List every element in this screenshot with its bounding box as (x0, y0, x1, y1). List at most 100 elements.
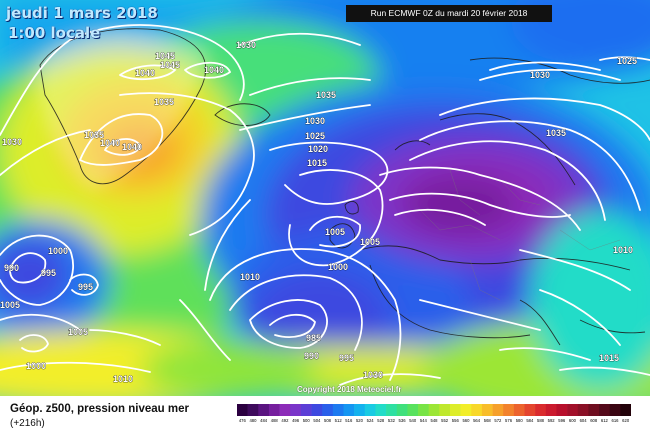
isobar-label: 1045 (155, 51, 175, 61)
isobar-label: 1040 (122, 142, 142, 152)
isobar-label: 995 (78, 282, 93, 292)
legend-label: 492 (281, 418, 289, 423)
legend-label: 520 (356, 418, 364, 423)
isobar-label: 1035 (154, 97, 174, 107)
legend-label: 516 (345, 418, 353, 423)
legend-swatch (620, 404, 631, 416)
isobar-label: 1020 (308, 144, 328, 154)
legend-label: 476 (239, 418, 247, 423)
legend-label: 600 (569, 418, 577, 423)
isobar-label: 1005 (0, 300, 20, 310)
legend-swatch (407, 404, 419, 416)
isobar-label: 1025 (617, 56, 637, 66)
isobar-label: 1005 (325, 227, 345, 237)
legend-swatch (481, 404, 493, 416)
landmass-shading (38, 28, 210, 190)
legend-swatch (322, 404, 334, 416)
legend-swatch (396, 404, 408, 416)
legend-label: 580 (516, 418, 524, 423)
isobar-label: 1015 (307, 158, 327, 168)
isobar-label: 1000 (328, 262, 348, 272)
legend-swatch (535, 404, 547, 416)
lead-time: (+216h) (10, 418, 45, 429)
coastlines (39, 28, 650, 346)
legend-label: 620 (622, 418, 630, 423)
borders (419, 169, 621, 301)
legend-swatch (364, 404, 376, 416)
legend-swatch (513, 404, 525, 416)
legend-swatch (300, 404, 312, 416)
legend-label: 612 (601, 418, 609, 423)
isobar-label: 1030 (530, 70, 550, 80)
isobar-labels: 1045 1045 1040 1030 1040 1035 1035 1040 … (0, 40, 637, 385)
isobar-label: 1000 (26, 361, 46, 371)
legend-swatch (609, 404, 621, 416)
legend-swatch (247, 404, 259, 416)
isobar-label: 1015 (599, 353, 619, 363)
legend-swatch (503, 404, 515, 416)
legend-label: 508 (324, 418, 332, 423)
isobar-label: 995 (41, 268, 56, 278)
legend-swatch (577, 404, 589, 416)
legend-label: 500 (303, 418, 311, 423)
legend-swatch (545, 404, 557, 416)
isobar-label: 1035 (316, 90, 336, 100)
legend-swatch (418, 404, 429, 416)
isobar-label: 1030 (236, 40, 256, 50)
legend-label: 496 (292, 418, 300, 423)
legend-swatch (492, 404, 504, 416)
legend-swatch (311, 404, 323, 416)
isobar-label: 985 (306, 333, 321, 343)
legend-swatch (471, 404, 483, 416)
legend-swatch (460, 404, 472, 416)
legend-label: 556 (452, 418, 460, 423)
legend-swatch (343, 404, 355, 416)
legend-swatch (279, 404, 291, 416)
legend-swatch (332, 404, 344, 416)
isobar-label: 1010 (613, 245, 633, 255)
forecast-time: 1:00 locale (8, 24, 101, 42)
isobar-label: 1005 (68, 327, 88, 337)
isobar-label: 1030 (363, 370, 383, 380)
legend-swatch (567, 404, 579, 416)
isobar-label: 1035 (546, 128, 566, 138)
legend-swatch (268, 404, 280, 416)
legend-label: 604 (580, 418, 588, 423)
isobar-label: 1045 (160, 60, 180, 70)
legend-swatch (386, 404, 398, 416)
legend-label: 584 (526, 418, 534, 423)
isobar-label: 1000 (48, 246, 68, 256)
legend-label: 524 (367, 418, 375, 423)
isobar-label: 1035 (84, 130, 104, 140)
product-name: Géop. z500, pression niveau mer (10, 403, 189, 415)
isobar-label: 1010 (113, 374, 133, 384)
legend-swatch (556, 404, 568, 416)
legend-label: 564 (473, 418, 481, 423)
legend-label: 552 (441, 418, 449, 423)
isobar-label: 1005 (360, 237, 380, 247)
legend-label: 592 (548, 418, 556, 423)
legend-label: 560 (462, 418, 470, 423)
run-info: Run ECMWF 0Z du mardi 20 février 2018 (346, 5, 552, 22)
legend-swatch (439, 404, 451, 416)
legend-label: 596 (558, 418, 566, 423)
legend-label: 540 (409, 418, 417, 423)
legend-swatch (599, 404, 610, 416)
legend-label: 484 (260, 418, 268, 423)
isobar-label: 1040 (100, 138, 120, 148)
isobars (0, 24, 650, 386)
legend-swatch (375, 404, 387, 416)
legend-label: 528 (377, 418, 385, 423)
isobar-label: 1030 (2, 137, 22, 147)
legend-label: 568 (484, 418, 492, 423)
legend-label: 608 (590, 418, 598, 423)
isobar-label: 990 (4, 263, 19, 273)
isobar-label: 1040 (135, 68, 155, 78)
legend-label: 572 (494, 418, 502, 423)
legend-label: 512 (335, 418, 343, 423)
isobar-label: 995 (339, 353, 354, 363)
legend-label: 616 (612, 418, 620, 423)
isobar-label: 1010 (240, 272, 260, 282)
legend-label: 548 (431, 418, 439, 423)
